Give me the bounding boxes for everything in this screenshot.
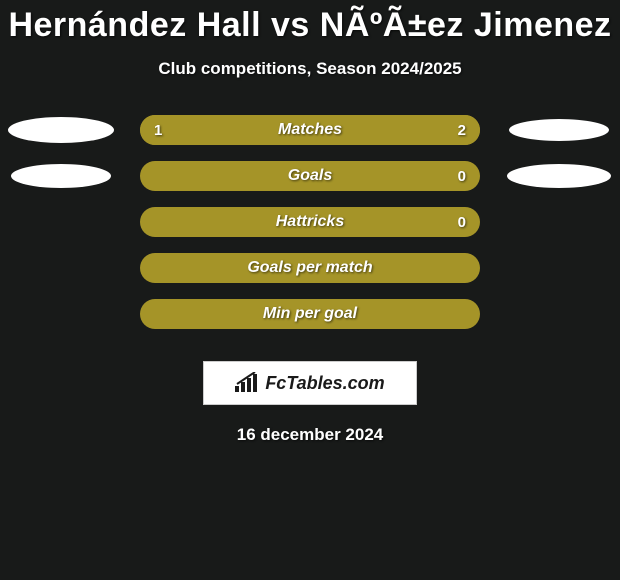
brand-text: FcTables.com	[265, 373, 384, 394]
page-title: Hernández Hall vs NÃºÃ±ez Jimenez	[0, 6, 620, 45]
bar-right-segment: 0	[140, 161, 480, 191]
stat-bar: 0 Goals	[140, 161, 480, 191]
bar-left-segment: 1	[140, 115, 253, 145]
stat-row: 0 Hattricks	[0, 207, 620, 237]
right-value: 0	[458, 214, 466, 231]
bar-right-segment	[140, 299, 480, 329]
left-ellipse	[8, 117, 114, 143]
bar-right-segment: 0	[140, 207, 480, 237]
bar-right-segment	[140, 253, 480, 283]
right-ellipse	[509, 119, 609, 141]
stat-row: 1 2 Matches	[0, 115, 620, 145]
stats-card: Hernández Hall vs NÃºÃ±ez Jimenez Club c…	[0, 0, 620, 580]
stat-row: 0 Goals	[0, 161, 620, 191]
subtitle: Club competitions, Season 2024/2025	[0, 59, 620, 79]
brand-link[interactable]: FcTables.com	[203, 361, 417, 405]
stat-bar: 1 2 Matches	[140, 115, 480, 145]
stat-bar: Goals per match	[140, 253, 480, 283]
stat-rows: 1 2 Matches 0 G	[0, 115, 620, 329]
left-value: 1	[154, 122, 162, 139]
stat-row: Min per goal	[0, 299, 620, 329]
stat-row: Goals per match	[0, 253, 620, 283]
right-value: 2	[458, 122, 466, 139]
right-side	[504, 119, 614, 141]
left-ellipse	[11, 164, 111, 188]
stat-bar: Min per goal	[140, 299, 480, 329]
left-side	[6, 117, 116, 143]
stat-bar: 0 Hattricks	[140, 207, 480, 237]
right-side	[504, 164, 614, 188]
right-ellipse	[507, 164, 611, 188]
left-side	[6, 164, 116, 188]
bar-right-segment: 2	[253, 115, 480, 145]
bar-chart-icon	[235, 372, 261, 394]
right-value: 0	[458, 168, 466, 185]
date-text: 16 december 2024	[0, 425, 620, 445]
